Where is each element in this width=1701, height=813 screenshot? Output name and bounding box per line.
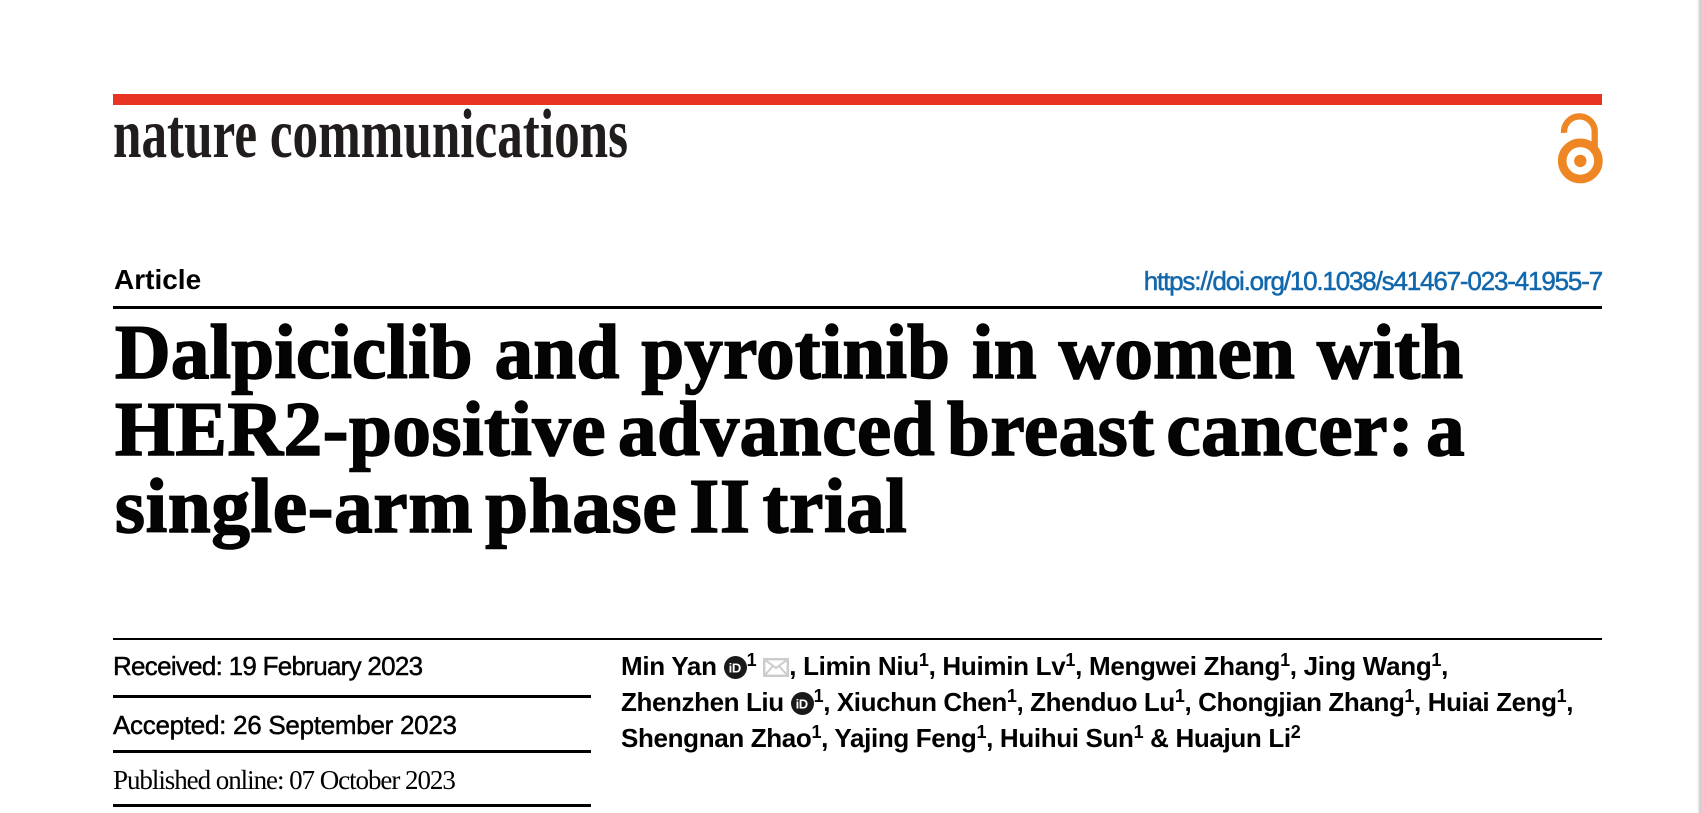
svg-text:iD: iD bbox=[728, 660, 740, 675]
svg-text:iD: iD bbox=[795, 696, 807, 711]
